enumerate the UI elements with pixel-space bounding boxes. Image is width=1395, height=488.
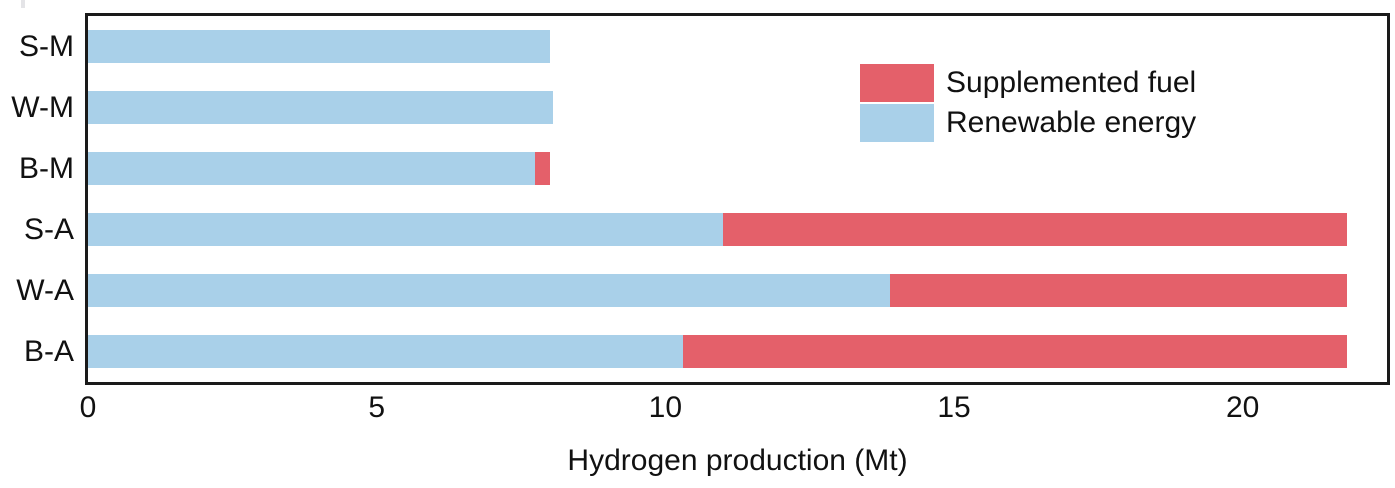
- bars-container: [88, 16, 1387, 382]
- bar-row-b-a: [88, 321, 1387, 382]
- legend-label: Supplemented fuel: [946, 66, 1197, 99]
- category-label-b-a: B-A: [23, 334, 74, 368]
- legend-label: Renewable energy: [946, 106, 1197, 139]
- bar-row-w-m: [88, 77, 1387, 138]
- x-tick-label-5: 5: [368, 391, 385, 424]
- category-label-s-a: S-A: [23, 212, 74, 246]
- plot-area: Supplemented fuel Renewable energy: [85, 13, 1390, 385]
- bar-segment-supplemented-w-a: [890, 274, 1347, 307]
- x-axis-title: Hydrogen production (Mt): [567, 444, 908, 477]
- bar-segment-renewable-s-m: [88, 30, 550, 63]
- bar-segment-renewable-b-m: [88, 152, 536, 185]
- bar-row-b-m: [88, 138, 1387, 199]
- category-label-s-m: S-M: [19, 29, 74, 63]
- bar-row-s-m: [88, 16, 1387, 77]
- legend: Supplemented fuel Renewable energy: [860, 64, 1196, 142]
- category-label-b-m: B-M: [19, 151, 74, 185]
- legend-item: Renewable energy: [860, 104, 1196, 142]
- bar-segment-renewable-b-a: [88, 335, 683, 368]
- bar-segment-renewable-w-a: [88, 274, 891, 307]
- bar-stack-s-m: [88, 30, 1387, 63]
- category-label-w-m: W-M: [11, 90, 74, 124]
- x-axis-tick-labels: 0 5 10 15 20: [80, 391, 1387, 429]
- bar-segment-renewable-s-a: [88, 213, 724, 246]
- x-tick-label-10: 10: [648, 391, 683, 424]
- y-axis-category-labels: S-M W-M B-M S-A W-A B-A: [0, 16, 74, 382]
- bar-stack-s-a: [88, 213, 1387, 246]
- bar-segment-supplemented-b-m: [535, 152, 550, 185]
- category-label-w-a: W-A: [16, 273, 74, 307]
- bar-segment-supplemented-s-a: [723, 213, 1347, 246]
- x-tick-label-20: 20: [1225, 391, 1260, 424]
- cropped-panel-label-artifact: [21, 0, 25, 8]
- bar-segment-renewable-w-m: [88, 91, 553, 124]
- legend-swatch: [860, 64, 934, 102]
- legend-swatch: [860, 104, 934, 142]
- bar-stack-b-a: [88, 335, 1387, 368]
- bar-stack-w-m: [88, 91, 1387, 124]
- x-tick-label-15: 15: [937, 391, 971, 424]
- bar-segment-supplemented-b-a: [682, 335, 1347, 368]
- legend-item: Supplemented fuel: [860, 64, 1196, 102]
- x-tick-label-0: 0: [79, 391, 97, 424]
- bar-row-s-a: [88, 199, 1387, 260]
- bar-stack-b-m: [88, 152, 1387, 185]
- bar-row-w-a: [88, 260, 1387, 321]
- bar-stack-w-a: [88, 274, 1387, 307]
